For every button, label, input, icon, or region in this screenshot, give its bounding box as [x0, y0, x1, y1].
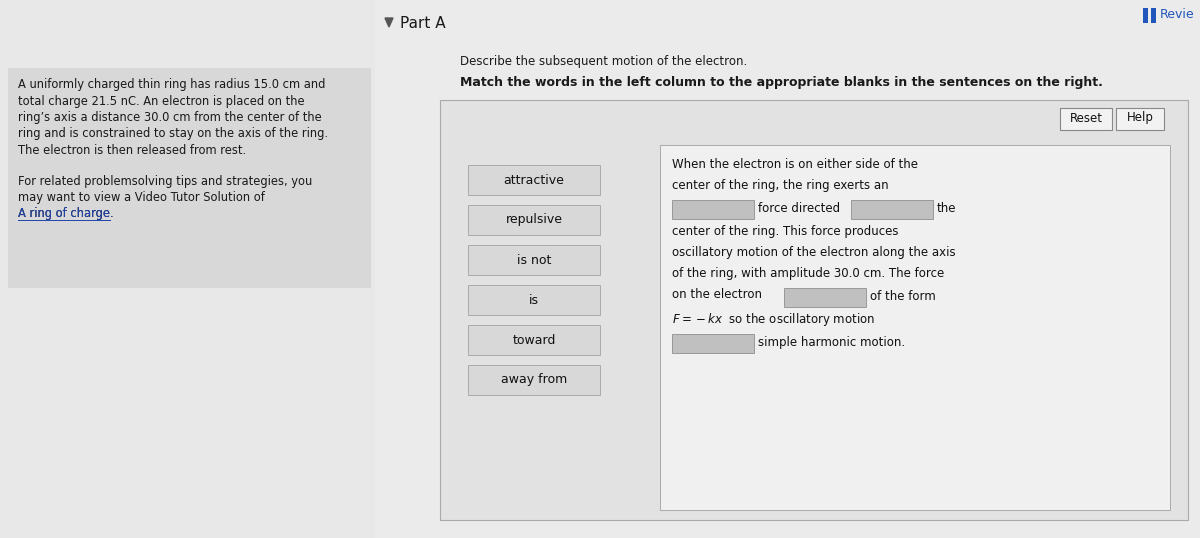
FancyBboxPatch shape — [374, 0, 1200, 538]
Text: repulsive: repulsive — [505, 214, 563, 226]
FancyBboxPatch shape — [1151, 8, 1156, 23]
FancyBboxPatch shape — [440, 100, 1188, 520]
Polygon shape — [385, 18, 394, 27]
Text: toward: toward — [512, 334, 556, 346]
Text: center of the ring, the ring exerts an: center of the ring, the ring exerts an — [672, 179, 889, 192]
FancyBboxPatch shape — [672, 334, 754, 353]
Text: of the form: of the form — [870, 290, 936, 303]
Text: Describe the subsequent motion of the electron.: Describe the subsequent motion of the el… — [460, 55, 748, 68]
FancyBboxPatch shape — [468, 285, 600, 315]
Text: may want to view a Video Tutor Solution of: may want to view a Video Tutor Solution … — [18, 191, 265, 204]
FancyBboxPatch shape — [468, 325, 600, 355]
Text: simple harmonic motion.: simple harmonic motion. — [758, 336, 905, 349]
Text: of the ring, with amplitude 30.0 cm. The force: of the ring, with amplitude 30.0 cm. The… — [672, 267, 944, 280]
Text: A ring of charge.: A ring of charge. — [18, 208, 114, 221]
FancyBboxPatch shape — [468, 205, 600, 235]
FancyBboxPatch shape — [468, 165, 600, 195]
Text: oscillatory motion of the electron along the axis: oscillatory motion of the electron along… — [672, 246, 955, 259]
FancyBboxPatch shape — [660, 145, 1170, 510]
FancyBboxPatch shape — [8, 68, 371, 288]
Text: Revie: Revie — [1160, 8, 1195, 21]
Text: force directed: force directed — [758, 202, 840, 215]
Text: For related problemsolving tips and strategies, you: For related problemsolving tips and stra… — [18, 174, 312, 188]
Text: ring and is constrained to stay on the axis of the ring.: ring and is constrained to stay on the a… — [18, 128, 328, 140]
Text: away from: away from — [500, 373, 568, 386]
FancyBboxPatch shape — [672, 200, 754, 219]
Text: The electron is then released from rest.: The electron is then released from rest. — [18, 144, 246, 157]
Text: Match the words in the left column to the appropriate blanks in the sentences on: Match the words in the left column to th… — [460, 76, 1103, 89]
FancyBboxPatch shape — [784, 288, 866, 307]
Text: Reset: Reset — [1069, 111, 1103, 124]
FancyBboxPatch shape — [851, 200, 934, 219]
Text: Part A: Part A — [400, 16, 445, 31]
Text: is: is — [529, 294, 539, 307]
FancyBboxPatch shape — [468, 245, 600, 275]
Text: total charge 21.5 nC. An electron is placed on the: total charge 21.5 nC. An electron is pla… — [18, 95, 305, 108]
Text: When the electron is on either side of the: When the electron is on either side of t… — [672, 158, 918, 171]
FancyBboxPatch shape — [1142, 8, 1148, 23]
Text: A ring of charge.: A ring of charge. — [18, 208, 114, 221]
FancyBboxPatch shape — [1060, 108, 1112, 130]
Text: ring’s axis a distance 30.0 cm from the center of the: ring’s axis a distance 30.0 cm from the … — [18, 111, 322, 124]
Text: is not: is not — [517, 253, 551, 266]
Text: $F=-kx$  so the oscillatory motion: $F=-kx$ so the oscillatory motion — [672, 311, 875, 328]
Text: Help: Help — [1127, 111, 1153, 124]
Text: the: the — [937, 202, 956, 215]
FancyBboxPatch shape — [1116, 108, 1164, 130]
Text: A uniformly charged thin ring has radius 15.0 cm and: A uniformly charged thin ring has radius… — [18, 78, 325, 91]
FancyBboxPatch shape — [468, 365, 600, 395]
Text: on the electron: on the electron — [672, 288, 762, 301]
Text: attractive: attractive — [504, 173, 564, 187]
Text: center of the ring. This force produces: center of the ring. This force produces — [672, 225, 899, 238]
